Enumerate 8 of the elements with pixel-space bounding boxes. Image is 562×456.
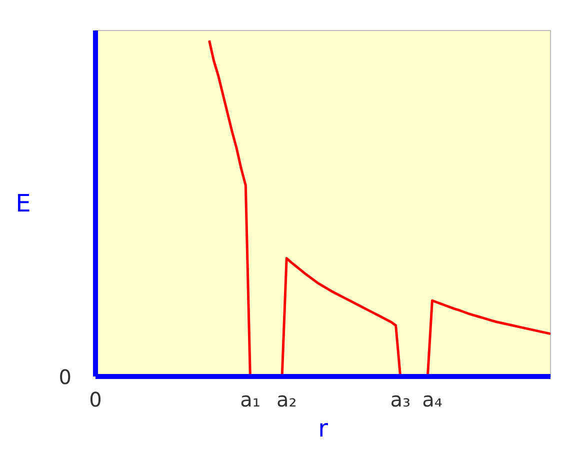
y-axis-title: E <box>16 190 31 218</box>
x-tick-label: a₃ <box>390 388 410 412</box>
text: 0 <box>58 365 72 389</box>
x-axis-title: r <box>318 414 328 442</box>
x-tick-label: 0 <box>89 388 102 412</box>
x-tick-label: a₂ <box>276 388 297 412</box>
x-tick-label: a₁ <box>240 388 260 412</box>
x-tick-label: a₄ <box>422 388 442 412</box>
